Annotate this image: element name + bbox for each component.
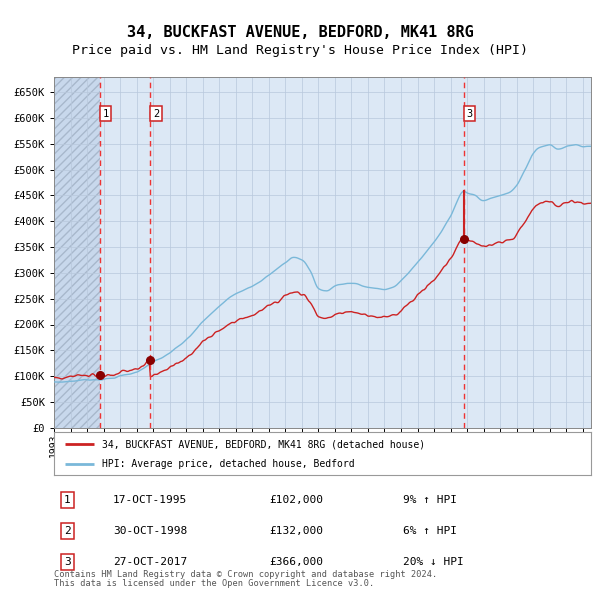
Text: 27-OCT-2017: 27-OCT-2017 — [113, 557, 187, 567]
Text: £366,000: £366,000 — [269, 557, 323, 567]
Text: 20% ↓ HPI: 20% ↓ HPI — [403, 557, 464, 567]
Text: HPI: Average price, detached house, Bedford: HPI: Average price, detached house, Bedf… — [103, 460, 355, 469]
Text: 6% ↑ HPI: 6% ↑ HPI — [403, 526, 457, 536]
Text: 30-OCT-1998: 30-OCT-1998 — [113, 526, 187, 536]
Text: Price paid vs. HM Land Registry's House Price Index (HPI): Price paid vs. HM Land Registry's House … — [72, 44, 528, 57]
Bar — [54, 77, 100, 428]
Text: Contains HM Land Registry data © Crown copyright and database right 2024.: Contains HM Land Registry data © Crown c… — [54, 571, 437, 579]
Text: 34, BUCKFAST AVENUE, BEDFORD, MK41 8RG: 34, BUCKFAST AVENUE, BEDFORD, MK41 8RG — [127, 25, 473, 40]
Bar — [151, 77, 464, 428]
Text: This data is licensed under the Open Government Licence v3.0.: This data is licensed under the Open Gov… — [54, 579, 374, 588]
Text: 17-OCT-1995: 17-OCT-1995 — [113, 495, 187, 504]
Bar — [54, 77, 100, 428]
Text: 1: 1 — [64, 495, 71, 504]
Text: 2: 2 — [153, 109, 159, 119]
Text: 3: 3 — [467, 109, 473, 119]
Text: 1: 1 — [103, 109, 109, 119]
Text: 3: 3 — [64, 557, 71, 567]
Text: 2: 2 — [64, 526, 71, 536]
Text: £132,000: £132,000 — [269, 526, 323, 536]
Bar — [464, 77, 591, 428]
Text: £102,000: £102,000 — [269, 495, 323, 504]
Bar — [100, 77, 151, 428]
Text: 34, BUCKFAST AVENUE, BEDFORD, MK41 8RG (detached house): 34, BUCKFAST AVENUE, BEDFORD, MK41 8RG (… — [103, 440, 425, 450]
Text: 9% ↑ HPI: 9% ↑ HPI — [403, 495, 457, 504]
